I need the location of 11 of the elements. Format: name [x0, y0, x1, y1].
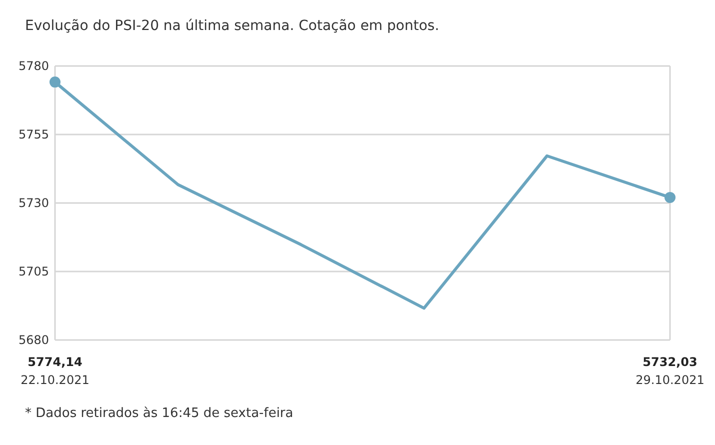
y-tick-label: 5730 — [18, 196, 49, 210]
text: * Dados retirados às 16:45 de sexta-feira — [25, 406, 294, 421]
y-tick-label: 5705 — [18, 264, 49, 279]
x-tick-label: 22.10.2021 — [20, 373, 90, 387]
x-tick-label: 29.10.2021 — [636, 373, 704, 387]
data-label: 5732,03 — [642, 355, 698, 369]
data-label: 5774,14 — [28, 355, 82, 369]
y-tick-label: 5680 — [18, 333, 49, 348]
y-tick-label: 5755 — [18, 128, 49, 142]
y-tick-label: 5780 — [18, 59, 49, 74]
chart-title: Evolução do PSI-20 na última semana. Cotação em pontos. — [25, 18, 440, 34]
